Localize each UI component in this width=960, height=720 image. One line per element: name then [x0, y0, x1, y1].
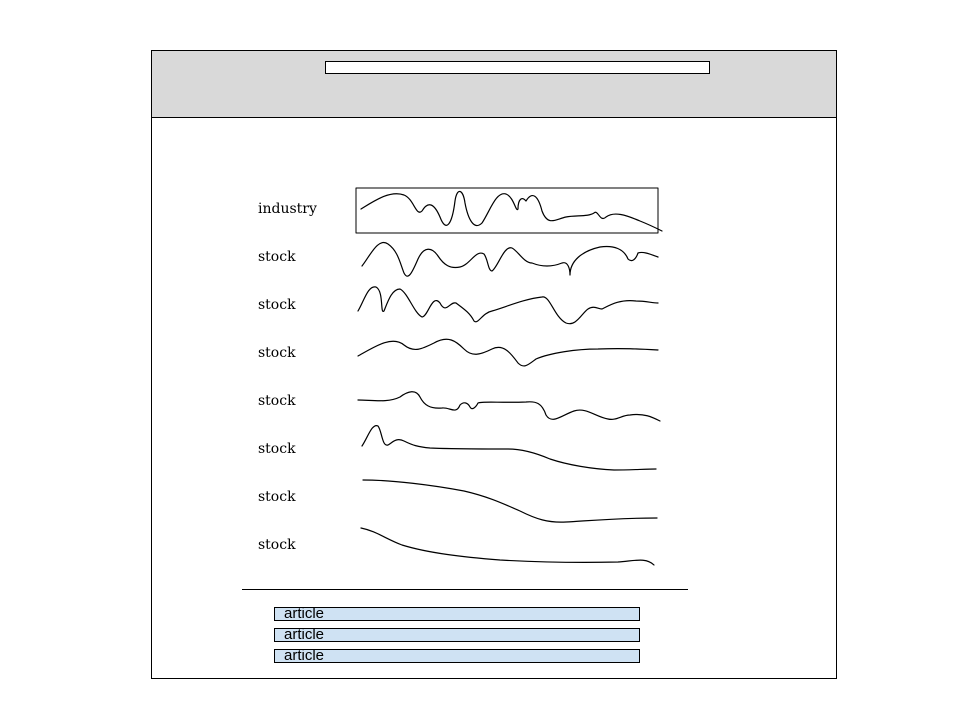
- sparkline-industry: [360, 190, 663, 232]
- article-bar[interactable]: article: [274, 606, 640, 621]
- sparkline-group: [355, 187, 663, 566]
- search-input[interactable]: [325, 61, 710, 74]
- sparkline-stock-7: [360, 527, 655, 566]
- row-label-stock: stock: [258, 345, 296, 361]
- sparkline-stock-4: [357, 391, 661, 422]
- sparkline-stock-3: [357, 338, 659, 367]
- header-band: [152, 51, 836, 118]
- row-label-stock: stock: [258, 249, 296, 265]
- section-divider: [242, 589, 688, 590]
- row-label-stock: stock: [258, 393, 296, 409]
- sparkline-stock-1: [361, 241, 659, 277]
- sparkline-stock-2: [357, 286, 659, 325]
- sparkline-stock-5: [361, 425, 657, 471]
- row-label-stock: stock: [258, 537, 296, 553]
- industry-highlight-box: [355, 187, 659, 234]
- sparkline-stock-6: [362, 479, 658, 523]
- page-frame: industry stock stock stock stock stock s…: [151, 50, 837, 679]
- row-label-stock: stock: [258, 489, 296, 505]
- row-label-industry: industry: [258, 201, 317, 217]
- row-label-stock: stock: [258, 441, 296, 457]
- article-bar[interactable]: article: [274, 648, 640, 663]
- article-bar[interactable]: article: [274, 627, 640, 642]
- row-label-stock: stock: [258, 297, 296, 313]
